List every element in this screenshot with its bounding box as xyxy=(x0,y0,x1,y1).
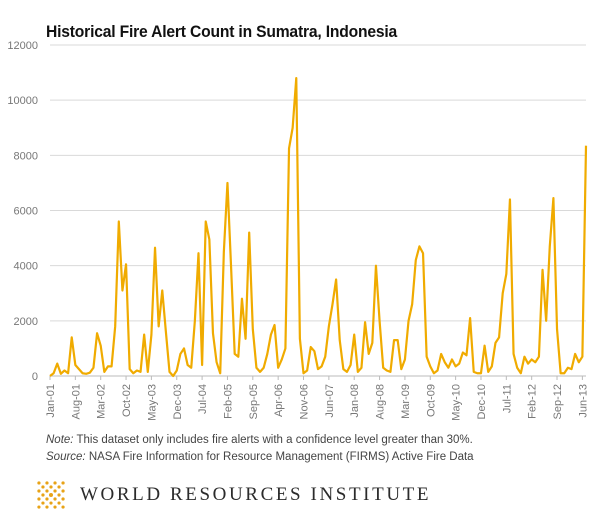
logo-dot xyxy=(57,501,61,505)
logo-dot xyxy=(41,493,45,497)
logo-dot xyxy=(53,489,57,493)
logo-dot xyxy=(41,485,45,489)
chart-gridlines xyxy=(50,44,586,322)
logo-dot xyxy=(49,501,53,505)
org-name: WORLD RESOURCES INSTITUTE xyxy=(80,484,432,505)
x-tick-label: Nov-06 xyxy=(299,384,311,419)
source-line: Source: NASA Fire Information for Resour… xyxy=(46,449,474,466)
logo-dot xyxy=(61,489,65,493)
x-tick-label: Apr-06 xyxy=(273,384,285,417)
x-tick-label: Jul-04 xyxy=(197,384,209,414)
logo-dot xyxy=(61,505,65,509)
logo-dot xyxy=(45,497,49,501)
source-label: Source: xyxy=(46,451,86,463)
x-tick-label: Sep-12 xyxy=(552,384,564,419)
y-tick-label: 10000 xyxy=(7,95,38,107)
x-tick-label: Dec-03 xyxy=(172,384,184,419)
x-tick-label: Feb-05 xyxy=(222,384,234,419)
logo-dot xyxy=(37,481,41,485)
note-label: Note: xyxy=(46,434,74,446)
logo-dot xyxy=(57,493,61,497)
source-text: NASA Fire Information for Resource Manag… xyxy=(85,451,474,463)
chart-title: Historical Fire Alert Count in Sumatra, … xyxy=(46,22,398,41)
y-tick-label: 4000 xyxy=(14,261,38,273)
y-tick-label: 0 xyxy=(32,371,38,383)
logo-dot xyxy=(45,505,49,509)
x-tick-label: May-03 xyxy=(146,384,158,421)
x-tick-label: Sep-05 xyxy=(248,384,260,419)
footer: WORLD RESOURCES INSTITUTE xyxy=(34,478,431,512)
logo-dot xyxy=(53,505,57,509)
x-tick-label: Jan-08 xyxy=(349,384,361,418)
x-tick-label: Feb-12 xyxy=(527,384,539,419)
x-tick-label: Aug-01 xyxy=(70,384,82,419)
logo-dot xyxy=(45,481,49,485)
chart-notes: Note: This dataset only includes fire al… xyxy=(46,432,474,466)
x-tick-label: Mar-02 xyxy=(96,384,108,419)
x-tick-label: Jun-13 xyxy=(577,384,589,418)
x-tick-label: Jun-07 xyxy=(324,384,336,418)
logo-dot xyxy=(37,489,41,493)
fire-alert-series-line xyxy=(49,77,588,378)
logo-dot xyxy=(53,497,57,501)
x-tick-label: May-10 xyxy=(451,384,463,421)
x-tick-label: Mar-09 xyxy=(400,384,412,419)
note-text: This dataset only includes fire alerts w… xyxy=(73,434,473,446)
logo-dot xyxy=(57,485,61,489)
x-tick-label: Oct-09 xyxy=(425,384,437,417)
y-tick-label: 12000 xyxy=(7,40,38,52)
x-tick-label: Oct-02 xyxy=(121,384,133,417)
logo-dot xyxy=(37,497,41,501)
logo-dot xyxy=(45,489,49,493)
logo-dot xyxy=(49,485,53,489)
note-line: Note: This dataset only includes fire al… xyxy=(46,432,474,449)
logo-dot xyxy=(49,493,53,497)
y-tick-label: 8000 xyxy=(14,150,38,162)
y-tick-label: 6000 xyxy=(14,206,38,218)
x-tick-label: Dec-10 xyxy=(476,384,488,419)
x-tick-label: Jan-01 xyxy=(45,384,57,418)
fire-alert-chart: 0 2000 4000 6000 8000 10000 12000 Jan-01 Aug-01… xyxy=(7,40,589,421)
logo-dot xyxy=(41,501,45,505)
logo-dot xyxy=(53,481,57,485)
logo-dot xyxy=(61,481,65,485)
wri-logo-icon xyxy=(37,481,65,509)
x-tick-label: Jul-11 xyxy=(501,384,513,413)
logo-dot xyxy=(37,505,41,509)
y-axis-ticks: 0 2000 4000 6000 8000 10000 12000 xyxy=(7,40,38,383)
x-tick-label: Aug-08 xyxy=(375,384,387,419)
x-axis-ticks: Jan-01 Aug-01 Mar-02 Oct-02 May-03 Dec-03 Jul-… xyxy=(45,376,589,421)
logo-dot xyxy=(61,497,65,501)
y-tick-label: 2000 xyxy=(14,316,38,328)
